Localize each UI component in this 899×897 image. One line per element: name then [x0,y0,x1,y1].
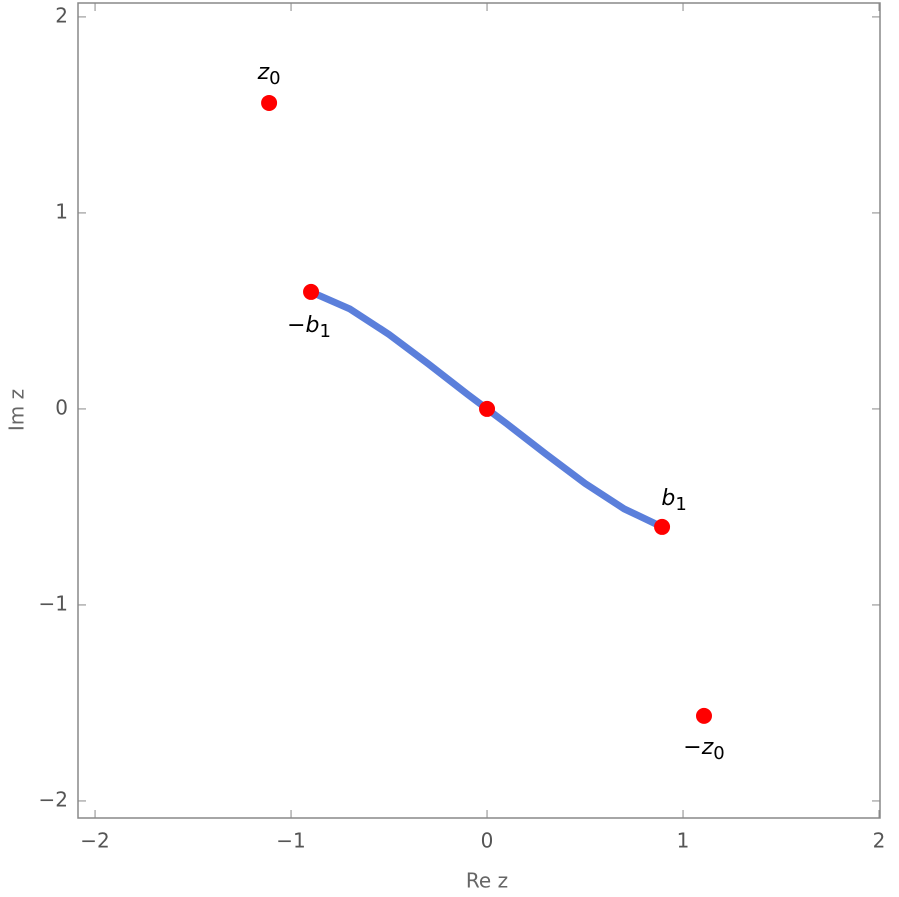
y-tick-label: 2 [55,3,68,27]
point-label: z0 [257,60,281,89]
label-sub: 1 [675,494,686,515]
x-tick-label: −1 [276,829,305,853]
x-tick-label: 2 [873,829,886,853]
y-tick-label: −2 [39,787,68,811]
x-axis-label: Re z [466,869,508,893]
x-tick-label: 0 [481,829,494,853]
y-tick-label: 1 [55,199,68,223]
point [654,518,671,535]
point [261,94,278,111]
y-tick-label: 0 [55,395,68,419]
x-tick-label: −2 [80,829,109,853]
point [479,400,496,417]
label-main: −z [683,735,713,760]
point [695,707,712,724]
label-main: z [257,60,270,85]
label-sub: 1 [320,321,331,342]
point-label: −b1 [287,313,331,342]
point-label: −z0 [683,735,724,764]
point-label: b1 [661,486,686,515]
y-tick-label: −1 [39,591,68,615]
label-main: −b [287,313,319,338]
label-sub: 0 [713,743,724,764]
point [303,283,320,300]
plot-frame [77,2,881,819]
label-sub: 0 [269,68,280,89]
label-main: b [661,486,675,511]
x-tick-label: 1 [677,829,690,853]
y-axis-label: Im z [5,389,29,431]
